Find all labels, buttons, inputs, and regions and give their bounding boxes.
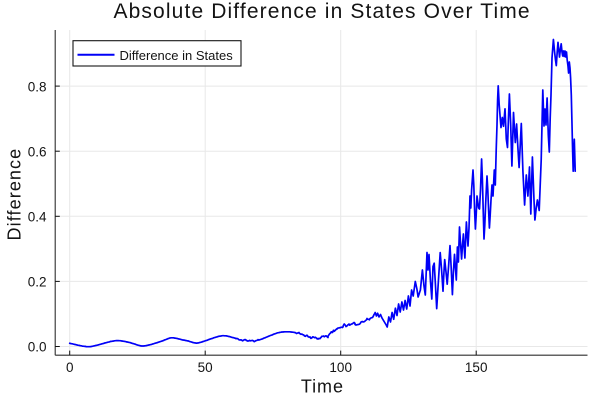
svg-text:50: 50 [198,360,213,375]
svg-text:Absolute Difference in States: Absolute Difference in States Over Time [113,0,530,23]
svg-text:Difference in States: Difference in States [120,48,234,63]
svg-text:100: 100 [329,360,352,375]
svg-text:0.6: 0.6 [28,144,47,159]
svg-text:0.2: 0.2 [28,275,47,290]
svg-text:Time: Time [301,377,344,397]
svg-text:0.8: 0.8 [28,79,47,94]
svg-text:0: 0 [66,360,74,375]
svg-text:0.0: 0.0 [28,340,47,355]
svg-text:0.4: 0.4 [28,210,47,225]
svg-text:Difference: Difference [5,148,25,241]
svg-text:150: 150 [465,360,488,375]
